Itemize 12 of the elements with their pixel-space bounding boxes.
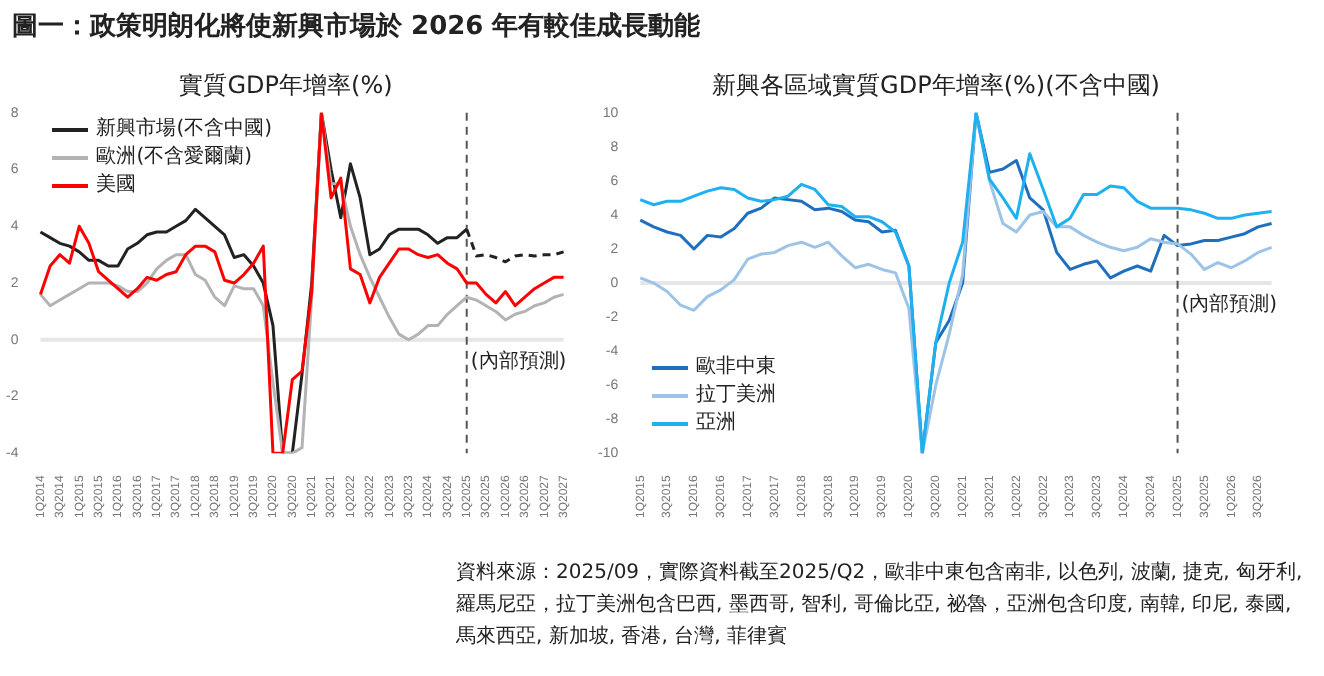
- legend-label: 新興市場(不含中國): [96, 116, 273, 145]
- legend-label: 美國: [96, 172, 137, 201]
- source-note: 資料來源：2025/09，實際資料截至2025/Q2，歐非中東包含南非, 以色列, 波蘭, 捷克, 匈牙利, 羅馬尼亞，拉丁美洲包含巴西, 墨西哥, 智利, 哥倫比亞, 祕魯，亞洲包含印度, 南韓, 印尼, 泰國, 馬來西亞, 新加坡, 香港, 台灣, 菲律賓: [456, 559, 1305, 652]
- legend-label: 歐洲(不含愛爾蘭): [96, 144, 253, 173]
- ref-line-label: (內部預測): [470, 348, 567, 373]
- chart-title: 新興各區域實質GDP年增率(%)(不含中國): [712, 70, 1160, 99]
- ref-line-label: (內部預測): [1181, 292, 1278, 317]
- chart-title: 實質GDP年增率(%): [179, 70, 393, 99]
- legend-label: 歐非中東: [696, 353, 777, 382]
- legend-label: 亞洲: [696, 409, 737, 438]
- text: 圖一：政策明朗化將使新興市場於 2026 年有較佳成長動能: [12, 9, 703, 46]
- legend-label: 拉丁美洲: [696, 381, 777, 410]
